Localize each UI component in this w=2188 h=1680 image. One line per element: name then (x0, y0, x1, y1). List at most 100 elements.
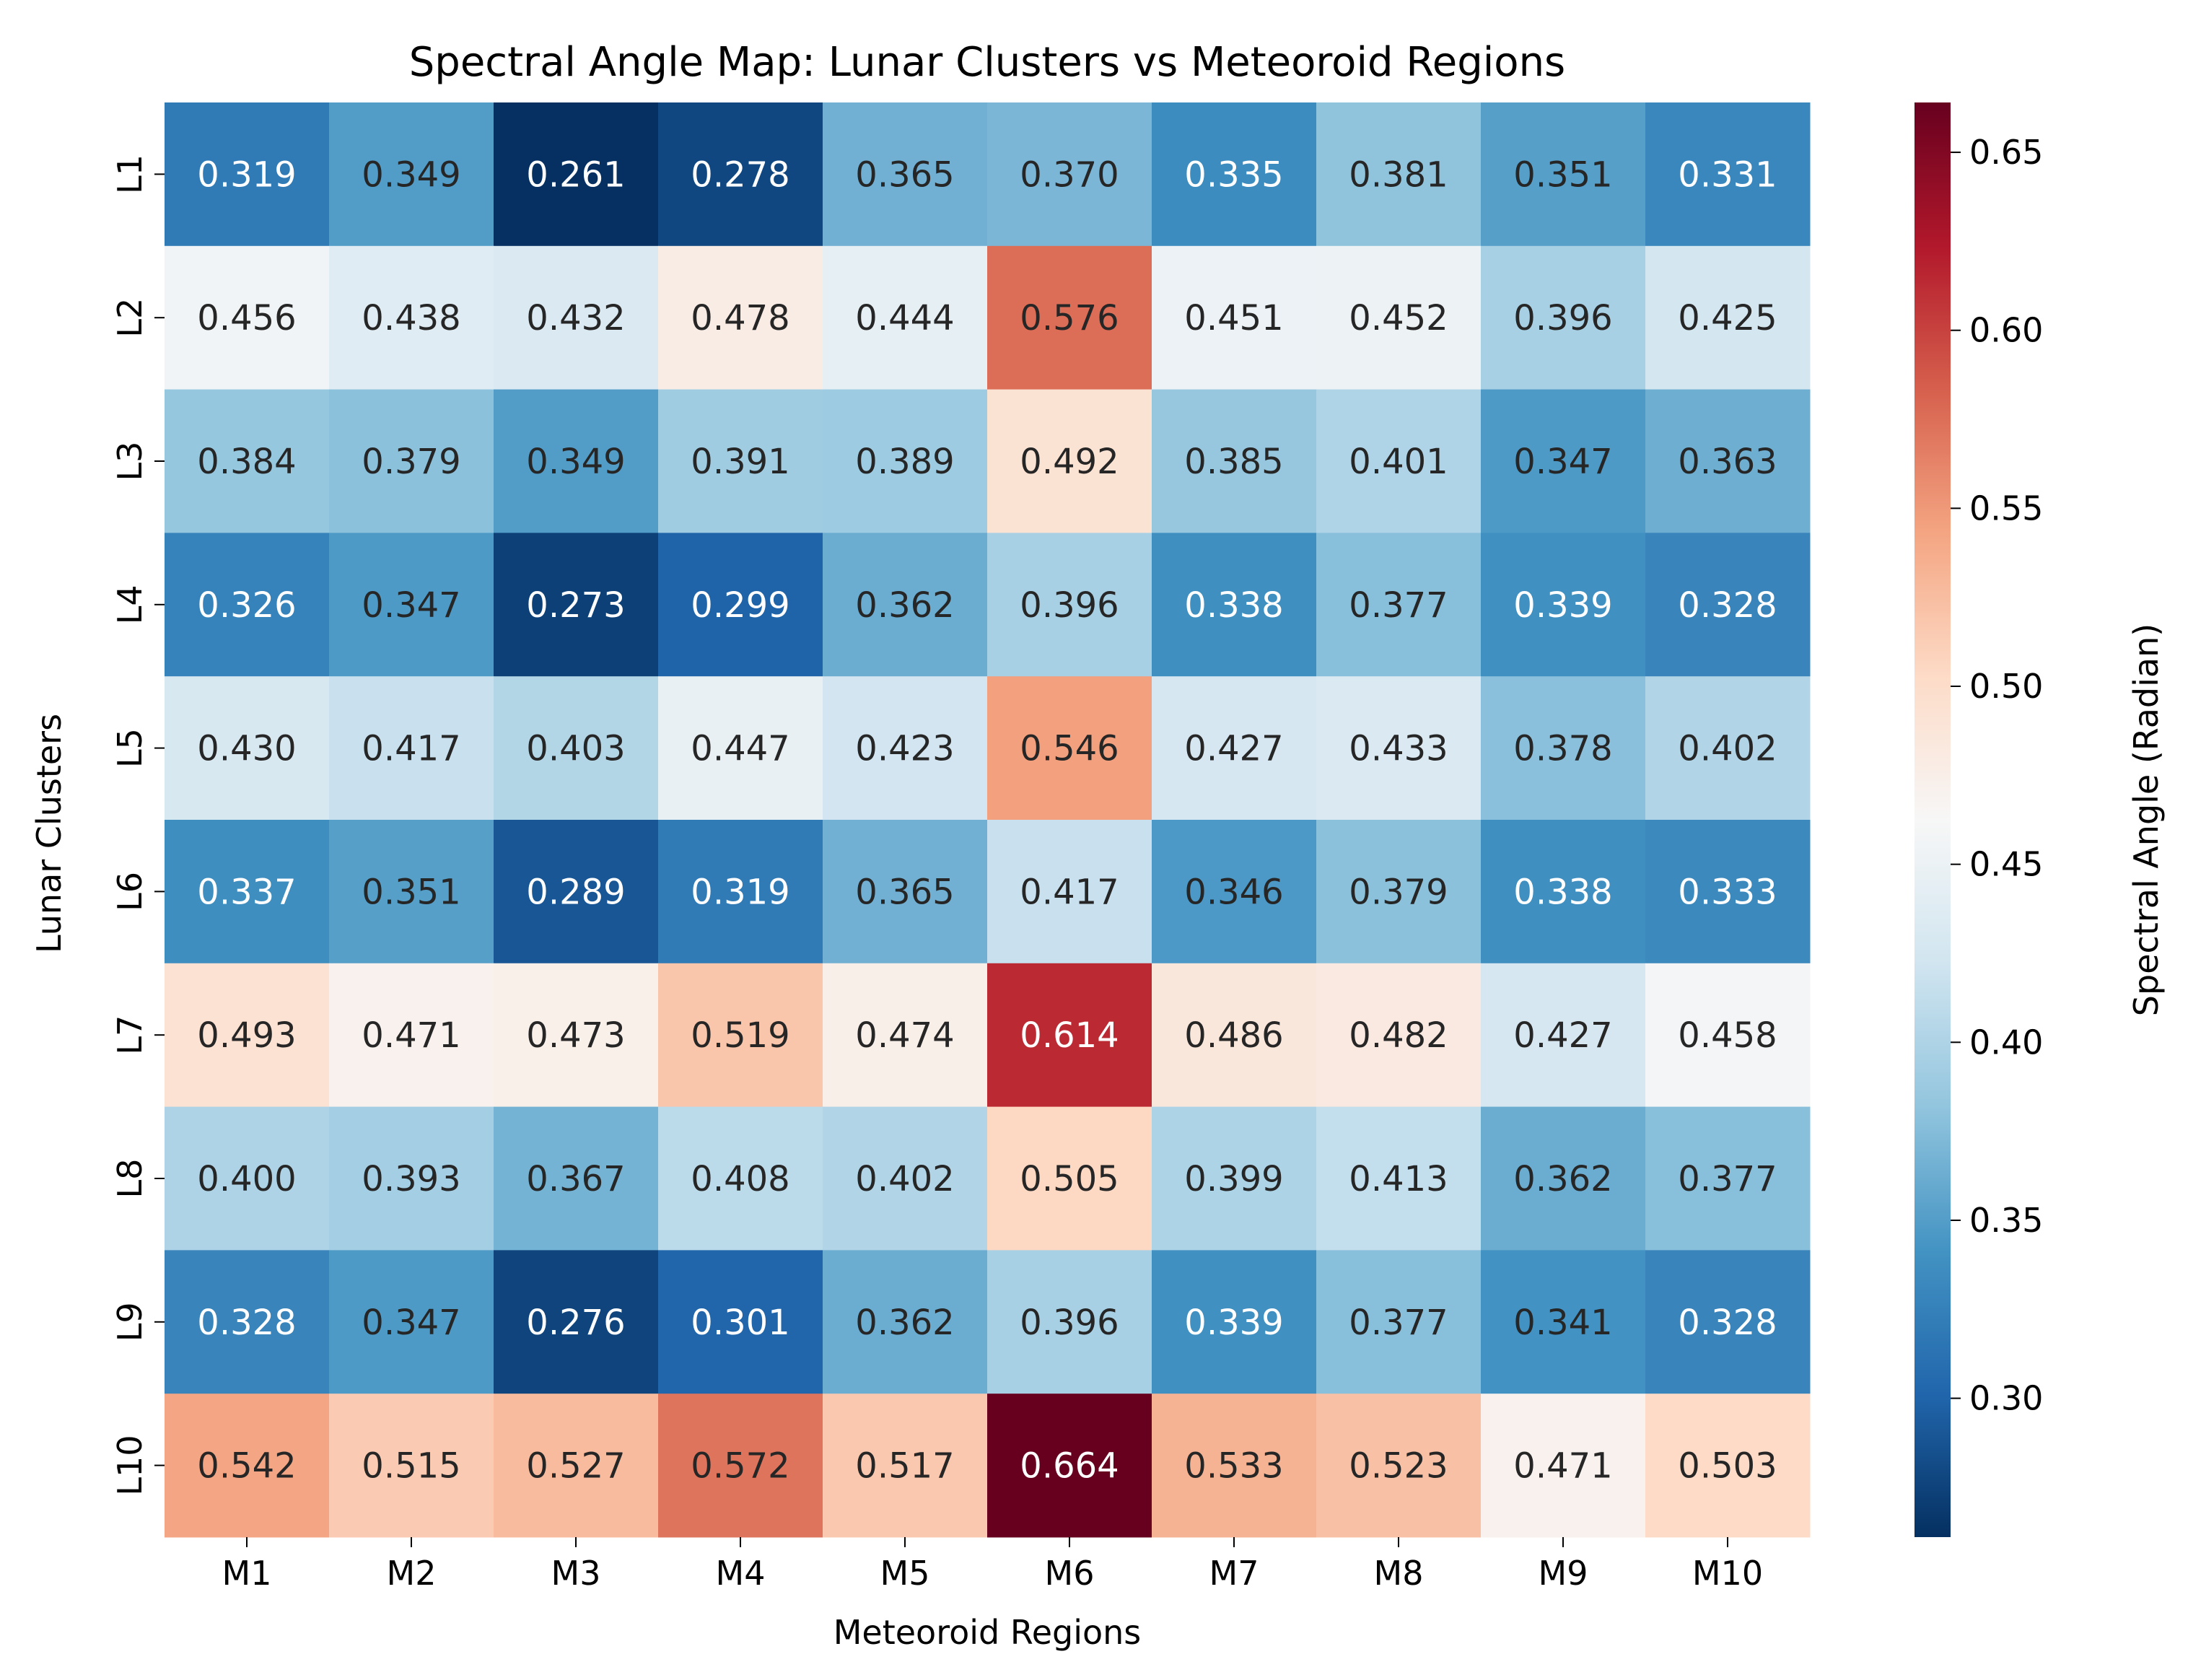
cell-value-label: 0.378 (1513, 729, 1612, 769)
cell-value-label: 0.403 (526, 729, 625, 769)
heatmap-cell (494, 533, 659, 677)
heatmap-cell (823, 1106, 988, 1251)
cell-value-label: 0.515 (362, 1446, 460, 1487)
y-axis-label: Lunar Clusters (30, 714, 69, 953)
cell-value-label: 0.393 (362, 1159, 460, 1199)
cell-value-label: 0.319 (197, 154, 296, 195)
cell-value-label: 0.473 (526, 1015, 625, 1056)
cell-value-label: 0.362 (855, 1303, 954, 1343)
heatmap-cell (1316, 820, 1482, 964)
cell-value-label: 0.381 (1349, 154, 1448, 195)
heatmap-cell (1645, 102, 1811, 247)
cell-value-label: 0.438 (362, 298, 460, 338)
cell-value-label: 0.400 (197, 1159, 296, 1199)
heatmap-cell (658, 1394, 823, 1538)
cell-value-label: 0.385 (1184, 442, 1283, 482)
cell-value-label: 0.289 (526, 872, 625, 912)
cell-value-label: 0.427 (1184, 729, 1283, 769)
heatmap-cell (165, 533, 330, 677)
cell-value-label: 0.338 (1184, 585, 1283, 626)
cell-value-label: 0.519 (691, 1015, 789, 1056)
heatmap-cell (987, 389, 1152, 533)
cell-value-label: 0.367 (526, 1159, 625, 1199)
x-tick-label: M7 (1209, 1554, 1259, 1593)
cell-value-label: 0.335 (1184, 154, 1283, 195)
heatmap-cell (1645, 676, 1811, 821)
heatmap-cell (1645, 820, 1811, 964)
cell-value-label: 0.377 (1349, 585, 1448, 626)
colorbar-tick-label: 0.55 (1969, 489, 2043, 528)
y-tick-label: L1 (110, 154, 149, 194)
heatmap-cell (823, 389, 988, 533)
heatmap-cell (987, 676, 1152, 821)
heatmap-cell (329, 389, 494, 533)
y-tick-label: L7 (110, 1015, 149, 1055)
cell-value-label: 0.339 (1513, 585, 1612, 626)
heatmap-cell (329, 963, 494, 1108)
heatmap-cell (1152, 102, 1317, 247)
cell-value-label: 0.396 (1513, 298, 1612, 338)
heatmap-cell (987, 102, 1152, 247)
x-tick-label: M6 (1045, 1554, 1095, 1593)
heatmap-cell (165, 245, 330, 390)
y-tick-label: L5 (110, 728, 149, 768)
heatmap-cell (987, 820, 1152, 964)
heatmap-cell (987, 245, 1152, 390)
x-tick-label: M4 (716, 1554, 766, 1593)
cell-value-label: 0.451 (1184, 298, 1283, 338)
chart-title: Spectral Angle Map: Lunar Clusters vs Me… (409, 39, 1565, 86)
x-axis: M1 M2 M3 M4 M5 M6 M7 M8 M9 M10 (222, 1537, 1763, 1593)
heatmap-cell (658, 245, 823, 390)
cell-value-label: 0.276 (526, 1303, 625, 1343)
cell-value-label: 0.377 (1349, 1303, 1448, 1343)
colorbar-tick-label: 0.65 (1969, 133, 2043, 172)
heatmap-cell (658, 1250, 823, 1394)
cell-value-label: 0.347 (362, 1303, 460, 1343)
heatmap-cell (1481, 820, 1646, 964)
cell-value-label: 0.471 (362, 1015, 460, 1056)
heatmap-cell (1316, 245, 1482, 390)
cell-value-label: 0.572 (691, 1446, 789, 1487)
cell-value-label: 0.614 (1020, 1015, 1119, 1056)
cell-value-label: 0.447 (691, 729, 789, 769)
cell-value-label: 0.427 (1513, 1015, 1612, 1056)
heatmap-cell (165, 963, 330, 1108)
heatmap-cell (1645, 533, 1811, 677)
cell-value-label: 0.664 (1020, 1446, 1119, 1487)
heatmap-cell (329, 820, 494, 964)
heatmap-cell (987, 1394, 1152, 1538)
cell-value-label: 0.503 (1678, 1446, 1777, 1487)
heatmap-cell (165, 820, 330, 964)
cell-value-label: 0.492 (1020, 442, 1119, 482)
cell-value-label: 0.328 (197, 1303, 296, 1343)
heatmap-cell (1645, 389, 1811, 533)
colorbar-tick-label: 0.35 (1969, 1201, 2043, 1240)
cell-value-labels: 0.319 0.349 0.261 0.278 0.365 0.370 0.335 0.381… (197, 154, 1777, 1486)
heatmap-cell (1645, 1106, 1811, 1251)
colorbar-gradient (1914, 102, 1951, 1537)
colorbar-tick-label: 0.60 (1969, 311, 2043, 350)
cell-value-label: 0.474 (855, 1015, 954, 1056)
heatmap-cell (1316, 1106, 1482, 1251)
cell-value-label: 0.401 (1349, 442, 1448, 482)
cell-value-label: 0.396 (1020, 1303, 1119, 1343)
cell-value-label: 0.527 (526, 1446, 625, 1487)
cell-value-label: 0.482 (1349, 1015, 1448, 1056)
y-tick-label: L9 (110, 1302, 149, 1342)
cell-value-label: 0.430 (197, 729, 296, 769)
heatmap-cell (165, 1394, 330, 1538)
cell-value-label: 0.389 (855, 442, 954, 482)
heatmap-cell (329, 102, 494, 247)
heatmap-cell (329, 1394, 494, 1538)
heatmap-cell (165, 1106, 330, 1251)
cell-value-label: 0.341 (1513, 1303, 1612, 1343)
heatmap-cell (494, 389, 659, 533)
cell-value-label: 0.576 (1020, 298, 1119, 338)
cell-value-label: 0.346 (1184, 872, 1283, 912)
cell-value-label: 0.362 (1513, 1159, 1612, 1199)
heatmap-cell (494, 963, 659, 1108)
heatmap-cell (1481, 102, 1646, 247)
heatmap-cell (1645, 245, 1811, 390)
cell-value-label: 0.337 (197, 872, 296, 912)
cell-value-label: 0.452 (1349, 298, 1448, 338)
